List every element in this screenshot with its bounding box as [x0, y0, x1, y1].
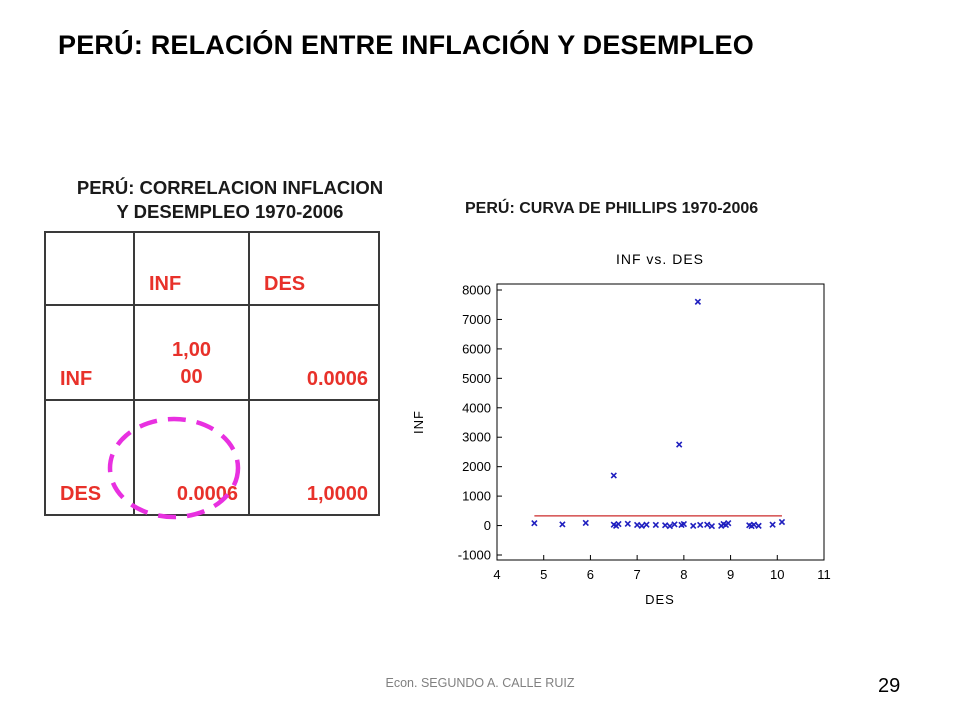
scatter-point: [708, 522, 716, 530]
scatter-point: [694, 298, 702, 305]
phillips-scatter-plot: INF vs. DES -1000 0 1000 2000 3000 4000 5000 60…: [411, 251, 831, 607]
scatter-point: [769, 521, 776, 528]
y-tick-label: -1000: [458, 548, 491, 563]
scatter-point: [643, 521, 650, 528]
y-tick-label: 1000: [462, 489, 491, 504]
header-cell-empty: [44, 231, 135, 306]
plot-frame: [496, 283, 825, 561]
header-cell-des: DES: [248, 231, 380, 306]
y-axis-label: INF: [411, 410, 426, 434]
scatter-point: [531, 520, 538, 527]
x-tick-label: 4: [493, 567, 500, 582]
scatter-point: [676, 441, 683, 448]
scatter-point: [615, 520, 622, 528]
scatter-point: [750, 521, 758, 528]
header-cell-inf: INF: [133, 231, 250, 306]
row-label-des: DES: [44, 399, 135, 516]
scatter-point: [559, 521, 566, 528]
scatter-point: [652, 521, 659, 529]
scatter-point: [778, 518, 786, 526]
y-tick-label: 5000: [462, 371, 491, 386]
scatter-point: [610, 472, 617, 479]
scatter-point: [624, 520, 631, 527]
x-tick-label: 6: [587, 567, 594, 582]
y-axis: -1000 0 1000 2000 3000 4000 5000 6000 7000 8000: [458, 283, 502, 563]
scatter-point: [704, 521, 711, 528]
table-title-line-1: PERÚ: CORRELACION INFLACION: [76, 177, 384, 198]
y-tick-label: 7000: [462, 312, 491, 327]
y-tick-label: 3000: [462, 430, 491, 445]
footer-author: Econ. SEGUNDO A. CALLE RUIZ: [385, 676, 575, 690]
cell-inf-inf-value: 1,00 00: [172, 339, 211, 388]
table-header-row: INF DES: [44, 231, 380, 306]
scatter-point: [697, 521, 704, 529]
y-tick-label: 2000: [462, 459, 491, 474]
table-row-inf: INF 1,00 00 0.0006: [44, 304, 380, 401]
y-tick-label: 0: [484, 518, 491, 533]
scatter-point: [666, 522, 674, 530]
x-tick-label: 11: [817, 567, 831, 582]
scatter-point: [725, 520, 732, 527]
scatter-point: [690, 522, 697, 530]
x-tick-label: 7: [634, 567, 641, 582]
row-label-inf: INF: [44, 304, 135, 401]
y-tick-label: 4000: [462, 400, 491, 415]
x-tick-label: 10: [770, 567, 784, 582]
scatter-point: [633, 521, 641, 529]
x-axis: 4 5 6 7 8 9 10 11: [493, 555, 831, 582]
cell-inf-inf: 1,00 00: [133, 304, 250, 401]
scatter-title: INF vs. DES: [616, 251, 704, 267]
x-tick-label: 8: [680, 567, 687, 582]
x-tick-label: 9: [727, 567, 734, 582]
scatter-point: [755, 522, 762, 530]
table-title: PERÚ: CORRELACION INFLACION Y DESEMPLEO …: [40, 176, 420, 224]
table-title-line-2: Y DESEMPLEO 1970-2006: [116, 201, 344, 222]
scatter-point: [582, 519, 589, 527]
phillips-heading: PERÚ: CURVA DE PHILLIPS 1970-2006: [465, 200, 759, 217]
scatter-points: [531, 298, 786, 530]
y-tick-label: 8000: [462, 283, 491, 298]
scatter-point: [671, 521, 678, 528]
scatter-point: [638, 522, 645, 530]
scatter-point: [662, 522, 669, 529]
correlation-table: INF DES INF 1,00 00 0.0006 DES 0.0006 1,…: [44, 231, 380, 516]
cell-inf-des: 0.0006: [248, 304, 380, 401]
cell-des-inf: 0.0006: [133, 399, 250, 516]
y-tick-label: 6000: [462, 341, 491, 356]
page-number: 29: [878, 675, 901, 697]
cell-des-des: 1,0000: [248, 399, 380, 516]
slide-title: PERÚ: RELACIÓN ENTRE INFLACIÓN Y DESEMPL…: [58, 30, 754, 60]
x-axis-label: DES: [645, 592, 675, 607]
x-tick-label: 5: [540, 567, 547, 582]
scatter-point: [680, 520, 688, 528]
table-row-des: DES 0.0006 1,0000: [44, 399, 380, 516]
